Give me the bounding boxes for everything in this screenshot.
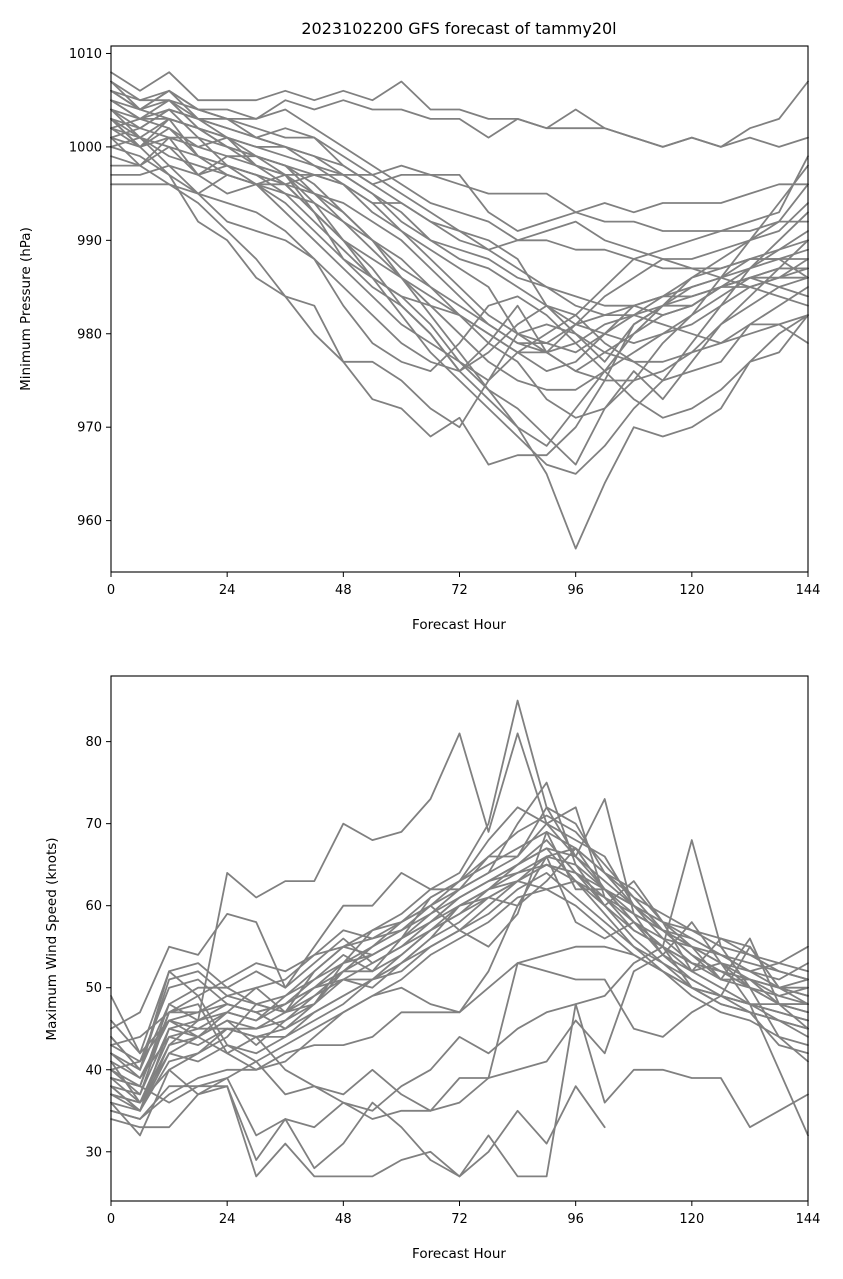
pressure-plot-frame: [110, 45, 809, 573]
wind-series-line-27: [110, 831, 809, 1071]
pressure-axis-ticks: 0 24 48 72 96 120 144 960 970 980 990 1000 1010: [69, 47, 821, 598]
pressure-x-tick-label: 120: [679, 583, 704, 598]
wind-axis-ticks: 0 24 48 72 96 120 144 30 40 50 60 70 80: [85, 735, 820, 1227]
wind-x-tick-label: 24: [219, 1212, 236, 1227]
wind-y-axis-title: Maximum Wind Speed (knots): [44, 837, 60, 1040]
wind-series-lines: [110, 699, 809, 1178]
wind-series-line-1: [110, 732, 809, 1112]
pressure-y-tick-label: 970: [77, 421, 102, 436]
wind-y-tick-label: 80: [85, 735, 102, 750]
pressure-x-tick-label: 48: [335, 583, 352, 598]
pressure-series-line-20: [110, 174, 809, 316]
wind-x-tick-label: 144: [796, 1212, 821, 1227]
pressure-x-axis-title: Forecast Hour: [412, 617, 506, 633]
wind-x-tick-label: 72: [451, 1212, 468, 1227]
pressure-plot: 0 24 48 72 96 120 144 960 970 980 990 1000 1010 Fore…: [18, 45, 821, 633]
pressure-x-tick-label: 144: [796, 583, 821, 598]
wind-series-line-28: [110, 863, 809, 1088]
wind-y-tick-label: 70: [85, 817, 102, 832]
pressure-series-line-27: [110, 118, 809, 419]
pressure-series-line-28: [110, 80, 809, 344]
pressure-y-tick-label: 1000: [69, 140, 102, 155]
wind-y-tick-label: 60: [85, 899, 102, 914]
pressure-y-tick-label: 990: [77, 234, 102, 249]
wind-series-line-4: [110, 1077, 606, 1178]
pressure-series-line-2: [110, 80, 809, 148]
wind-x-axis-title: Forecast Hour: [412, 1246, 506, 1262]
wind-plot-frame: [110, 675, 809, 1202]
pressure-y-tick-label: 960: [77, 514, 102, 529]
wind-y-tick-label: 50: [85, 981, 102, 996]
wind-series-line-24: [110, 945, 809, 1120]
pressure-y-tick-label: 1010: [69, 47, 102, 62]
wind-series-line-26: [110, 855, 809, 1112]
pressure-x-tick-label: 96: [567, 583, 584, 598]
pressure-x-tick-label: 0: [107, 583, 115, 598]
wind-plot: 0 24 48 72 96 120 144 30 40 50 60 70 80 Forecast Hou…: [44, 675, 820, 1262]
wind-series-line-23: [110, 863, 809, 1104]
pressure-series-line-24: [110, 136, 809, 307]
pressure-series-line-22: [110, 108, 809, 232]
pressure-series-line-26: [110, 108, 809, 372]
pressure-series-line-6: [110, 118, 809, 382]
chart-title: 2023102200 GFS forecast of tammy20l: [301, 19, 616, 38]
pressure-x-tick-label: 72: [451, 583, 468, 598]
pressure-series-line-18: [110, 136, 809, 391]
pressure-y-axis-title: Minimum Pressure (hPa): [18, 227, 34, 391]
wind-x-tick-label: 0: [107, 1212, 115, 1227]
pressure-x-tick-label: 24: [219, 583, 236, 598]
pressure-series-line-16: [110, 118, 809, 475]
wind-x-tick-label: 96: [567, 1212, 584, 1227]
wind-y-tick-label: 30: [85, 1145, 102, 1160]
wind-y-tick-label: 40: [85, 1063, 102, 1078]
pressure-series-lines: [110, 71, 809, 550]
wind-x-tick-label: 120: [679, 1212, 704, 1227]
pressure-y-tick-label: 980: [77, 327, 102, 342]
wind-x-tick-label: 48: [335, 1212, 352, 1227]
